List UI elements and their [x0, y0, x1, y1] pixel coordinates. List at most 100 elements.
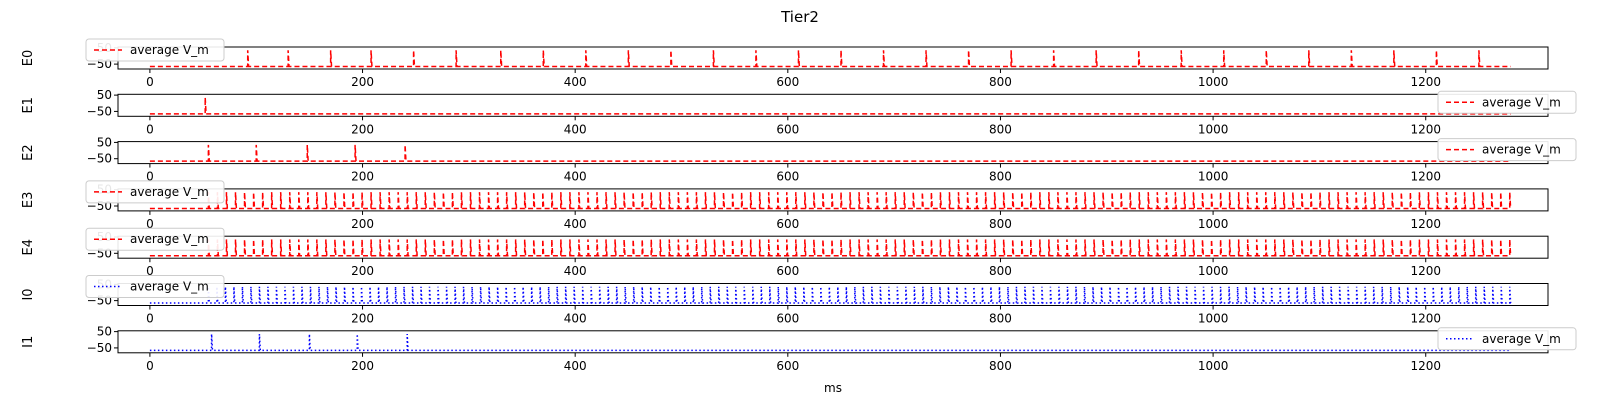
legend-label: average V_m	[1482, 143, 1561, 157]
x-tick-label: 400	[564, 359, 587, 373]
x-tick-label: 1200	[1410, 122, 1441, 136]
x-tick-label: 200	[351, 312, 374, 326]
x-tick-label: 200	[351, 217, 374, 231]
voltage-trace	[149, 50, 1511, 68]
axes-frame	[117, 46, 1549, 70]
x-tick-label: 400	[564, 312, 587, 326]
x-tick-label: 0	[146, 359, 154, 373]
x-tick-label: 600	[776, 122, 799, 136]
x-tick-label: 800	[989, 75, 1012, 89]
x-tick-label: 0	[146, 170, 154, 184]
x-tick-label: 400	[564, 75, 587, 89]
subplot-i1: I1 50 −50 0 200 400 600 800 1000 1200 average V_m	[21, 325, 1577, 373]
legend-box	[85, 180, 225, 204]
voltage-trace	[149, 192, 1512, 210]
x-tick-label: 800	[989, 359, 1012, 373]
y-axis-label: E2	[21, 144, 36, 161]
legend-label: average V_m	[130, 43, 209, 57]
axes-frame	[117, 235, 1549, 259]
x-tick-label: 200	[351, 359, 374, 373]
x-tick-label: 800	[989, 264, 1012, 278]
y-tick-label: −50	[87, 341, 112, 355]
x-tick-label: 1000	[1198, 217, 1229, 231]
voltage-trace	[149, 286, 1512, 304]
legend: average V_m	[1437, 90, 1577, 114]
y-tick-label: −50	[87, 152, 112, 166]
y-tick-label: −50	[87, 104, 112, 118]
x-tick-label: 1200	[1410, 75, 1441, 89]
x-tick-label: 0	[146, 122, 154, 136]
x-tick-label: 1000	[1198, 75, 1229, 89]
x-tick-label: 600	[776, 312, 799, 326]
x-tick-label: 200	[351, 264, 374, 278]
legend: average V_m	[1437, 138, 1577, 162]
legend-box	[1437, 327, 1577, 351]
x-axis-label: ms	[824, 381, 842, 395]
y-tick-label: 50	[97, 325, 112, 339]
x-tick-label: 0	[146, 217, 154, 231]
voltage-trace	[149, 239, 1512, 257]
x-tick-label: 1200	[1410, 359, 1441, 373]
x-tick-label: 800	[989, 312, 1012, 326]
x-tick-label: 400	[564, 264, 587, 278]
x-tick-label: 0	[146, 264, 154, 278]
x-tick-label: 1000	[1198, 359, 1229, 373]
legend: average V_m	[85, 180, 225, 204]
legend-label: average V_m	[130, 232, 209, 246]
x-tick-label: 1200	[1410, 264, 1441, 278]
x-tick-label: 0	[146, 312, 154, 326]
legend-label: average V_m	[130, 280, 209, 294]
y-tick-label: 50	[97, 135, 112, 149]
x-tick-label: 600	[776, 264, 799, 278]
x-tick-label: 800	[989, 217, 1012, 231]
legend: average V_m	[85, 275, 225, 298]
axes-frame	[117, 283, 1549, 306]
legend-label: average V_m	[1482, 332, 1561, 346]
subplot-e1: E1 50 −50 0 200 400 600 800 1000 1200 average V_m	[21, 88, 1577, 136]
x-tick-label: 400	[564, 122, 587, 136]
x-tick-label: 600	[776, 217, 799, 231]
x-tick-label: 200	[351, 122, 374, 136]
legend: average V_m	[85, 227, 225, 251]
axes-frame	[117, 330, 1549, 354]
x-tick-label: 1000	[1198, 264, 1229, 278]
x-tick-label: 1200	[1410, 217, 1441, 231]
legend-box	[85, 227, 225, 251]
axes-frame	[117, 141, 1549, 165]
x-tick-label: 1000	[1198, 170, 1229, 184]
legend-label: average V_m	[1482, 95, 1561, 109]
x-tick-label: 1200	[1410, 170, 1441, 184]
y-axis-label: E1	[21, 97, 36, 114]
x-tick-label: 400	[564, 217, 587, 231]
y-axis-label: E4	[21, 239, 36, 256]
x-tick-label: 1200	[1410, 312, 1441, 326]
voltage-trace	[149, 334, 1511, 352]
x-tick-label: 0	[146, 75, 154, 89]
figure-title: Tier2	[780, 8, 819, 26]
voltage-trace	[149, 97, 1511, 115]
legend-box	[85, 38, 225, 62]
x-tick-label: 600	[776, 170, 799, 184]
x-tick-label: 1000	[1198, 312, 1229, 326]
x-tick-label: 200	[351, 170, 374, 184]
x-tick-label: 600	[776, 359, 799, 373]
x-tick-label: 200	[351, 75, 374, 89]
y-axis-label: I0	[21, 288, 36, 300]
x-tick-label: 1000	[1198, 122, 1229, 136]
axes-frame	[117, 93, 1549, 117]
legend: average V_m	[85, 38, 225, 62]
subplot-e2: E2 50 −50 0 200 400 600 800 1000 1200 average V_m	[21, 135, 1577, 184]
legend: average V_m	[1437, 327, 1577, 351]
x-tick-label: 400	[564, 170, 587, 184]
y-tick-label: 50	[97, 88, 112, 102]
legend-box	[1437, 138, 1577, 162]
x-tick-label: 600	[776, 75, 799, 89]
voltage-trace	[149, 144, 1511, 162]
axes-frame	[117, 188, 1549, 212]
